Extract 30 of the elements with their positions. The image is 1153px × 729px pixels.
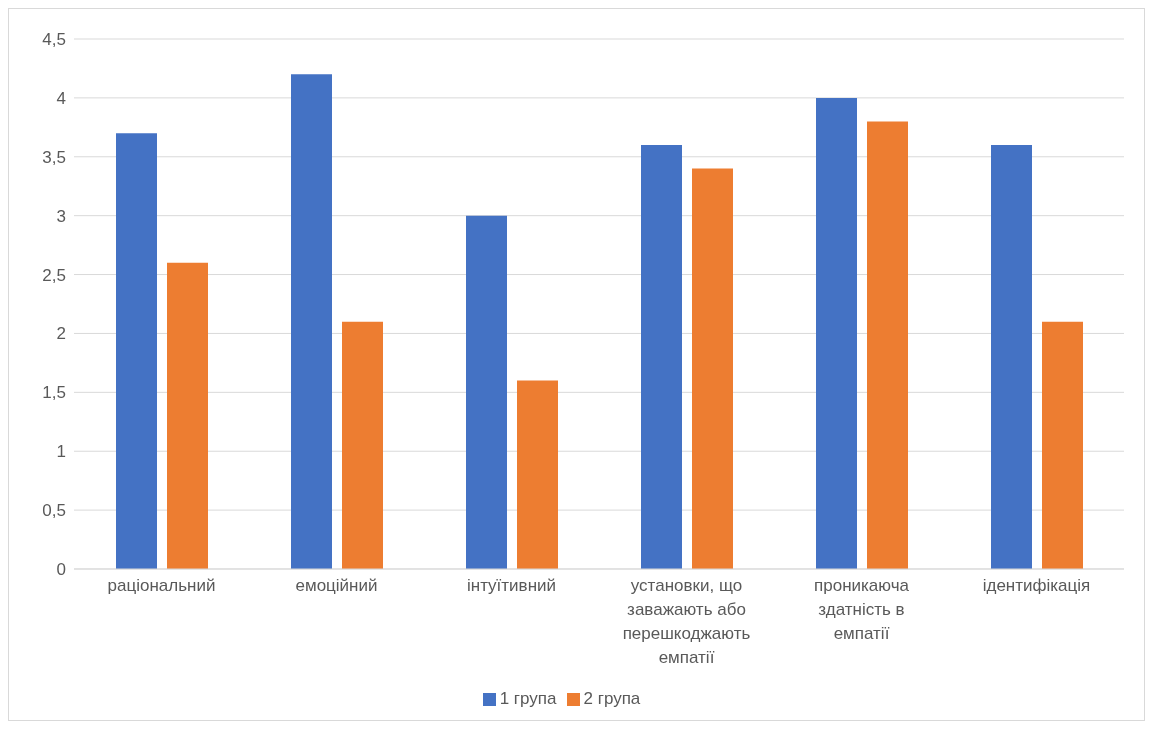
legend-label: 2 група <box>583 689 641 708</box>
y-tick-label: 1 <box>56 442 66 462</box>
bar <box>167 262 208 569</box>
bar <box>342 321 383 569</box>
y-tick-label: 0,5 <box>42 501 66 521</box>
bar <box>517 380 558 569</box>
bar <box>641 145 682 569</box>
y-tick-label: 4,5 <box>42 30 66 50</box>
bar <box>291 74 332 569</box>
bar <box>116 133 157 569</box>
x-tick-label: установки, що заважають або перешкоджають емпатії <box>622 576 751 667</box>
y-tick-label: 1,5 <box>42 383 66 403</box>
y-tick-label: 2,5 <box>42 265 66 285</box>
bar <box>1042 321 1083 569</box>
y-tick-label: 3 <box>56 206 66 226</box>
bar <box>816 97 857 569</box>
legend-label: 1 група <box>499 689 557 708</box>
y-tick-label: 4 <box>56 88 66 108</box>
x-tick-label: раціональний <box>107 576 216 595</box>
y-tick-label: 2 <box>56 324 66 344</box>
x-tick-label: емоційний <box>295 576 378 595</box>
x-tick-label: проникаюча здатність в емпатії <box>814 576 910 643</box>
y-tick-label: 3,5 <box>42 147 66 167</box>
bar <box>867 121 908 569</box>
bar <box>692 168 733 569</box>
x-tick-label: ідентифікація <box>982 576 1091 595</box>
y-tick-label: 0 <box>56 560 66 580</box>
x-tick-label: інтуїтивний <box>466 576 557 595</box>
bar <box>466 215 507 569</box>
bar <box>991 145 1032 569</box>
